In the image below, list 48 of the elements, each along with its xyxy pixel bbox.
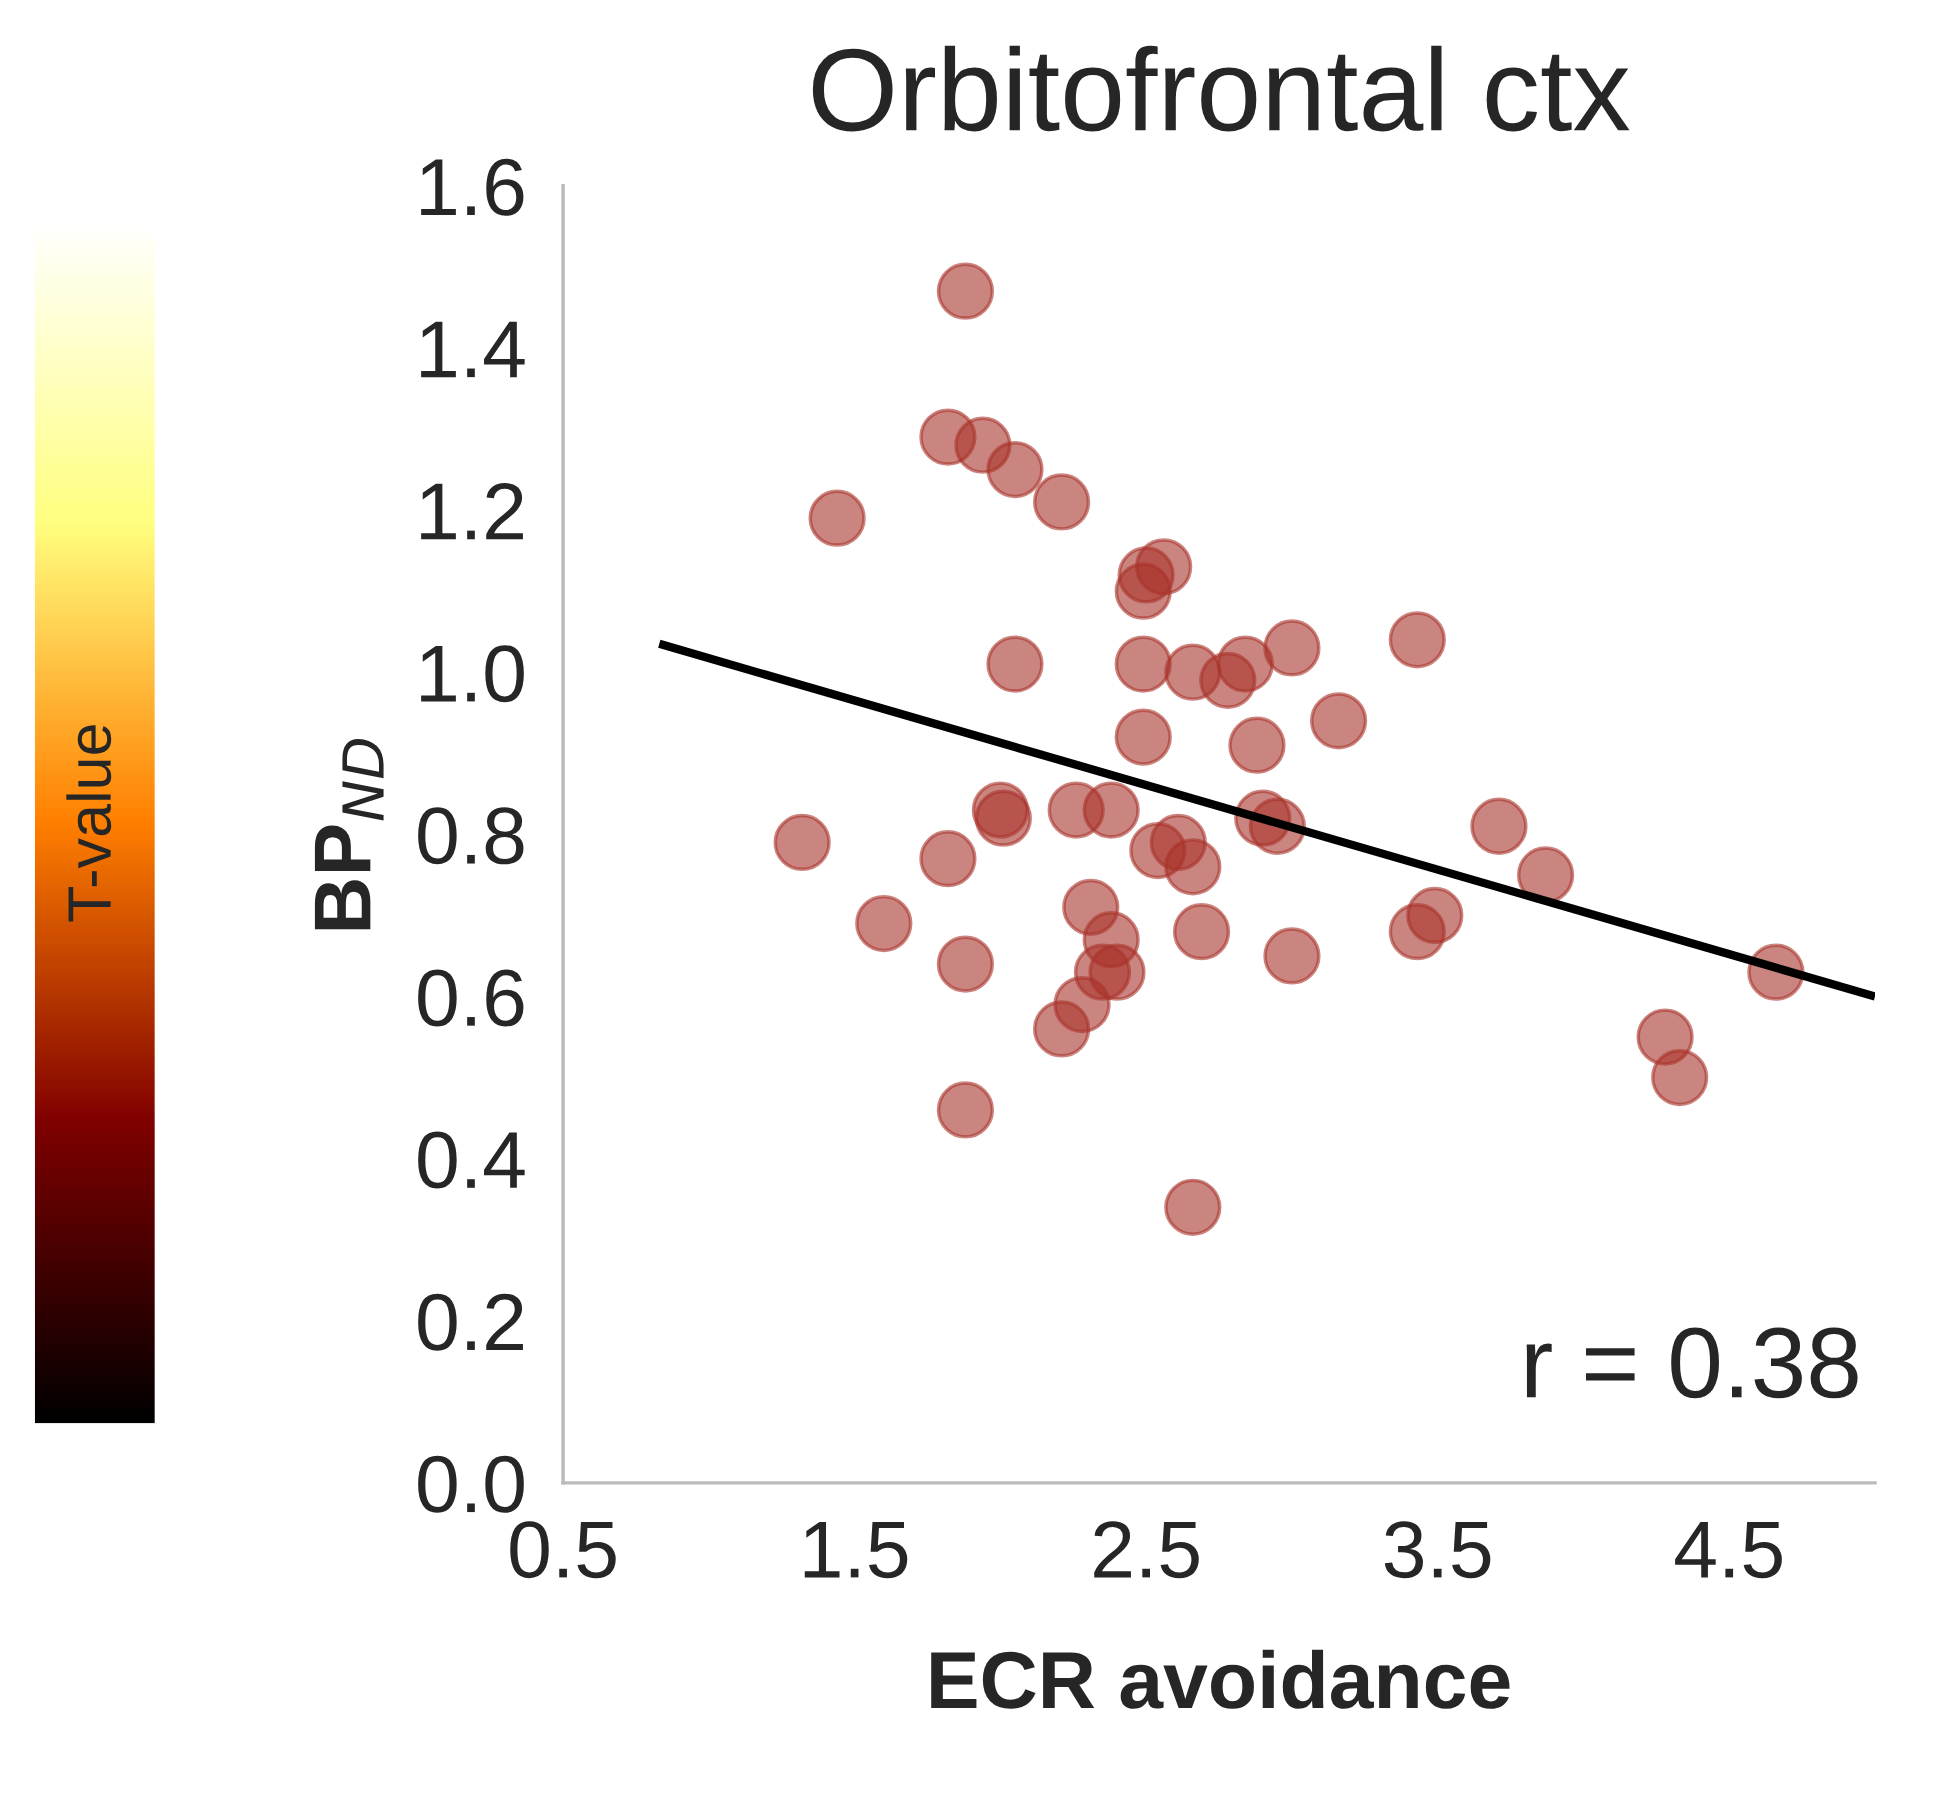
y-tick-label: 1.0 [421,645,524,703]
point [1228,716,1286,774]
y-tick-label: 0.8 [418,807,524,865]
y-tick-label: 0.4 [418,1131,525,1189]
point [1470,797,1528,855]
point [1172,902,1231,961]
x-axis-title: ECR avoidance [931,1649,1510,1709]
point [1164,838,1222,896]
point [1388,611,1446,669]
x-tick-label: 0.5 [510,1521,616,1579]
point [1309,692,1368,750]
x-tick-label: 1.5 [804,1521,908,1579]
text: T-value [66,725,112,922]
y-tick-label: 1.6 [421,158,524,216]
chart-title: Orbitofrontal ctx [812,45,1630,132]
point [1088,943,1146,1001]
point [1199,651,1257,709]
y-tick-label: 1.2 [421,483,523,540]
point [986,635,1044,693]
point [936,1081,995,1139]
y-axis-title: BP$_{ND}$ [314,739,384,930]
point [1263,927,1321,985]
annotation: r = 0.38 [1526,1327,1858,1399]
y-tick-label: 0.0 [418,1455,524,1513]
point [919,830,977,888]
point [936,935,995,993]
point [808,489,866,547]
point [855,894,913,953]
point [1082,781,1140,839]
point [773,813,831,872]
x-tick-label: 2.5 [1094,1521,1199,1579]
y-tick-label: 1.4 [421,321,525,378]
point [1263,619,1321,677]
point [1032,1000,1091,1058]
point [1164,1178,1222,1236]
point [936,262,995,320]
point [1406,886,1464,945]
x-tick-label: 4.5 [1675,1521,1782,1579]
point [1651,1048,1709,1107]
point [1032,473,1091,531]
y-tick-label: 0.6 [418,969,524,1027]
point [1114,635,1172,693]
point [974,789,1032,847]
point [1114,562,1172,620]
point [986,440,1044,499]
x-tick-label: 3.5 [1384,1521,1491,1579]
point [1114,708,1172,766]
y-tick-label: 0.2 [418,1293,523,1351]
